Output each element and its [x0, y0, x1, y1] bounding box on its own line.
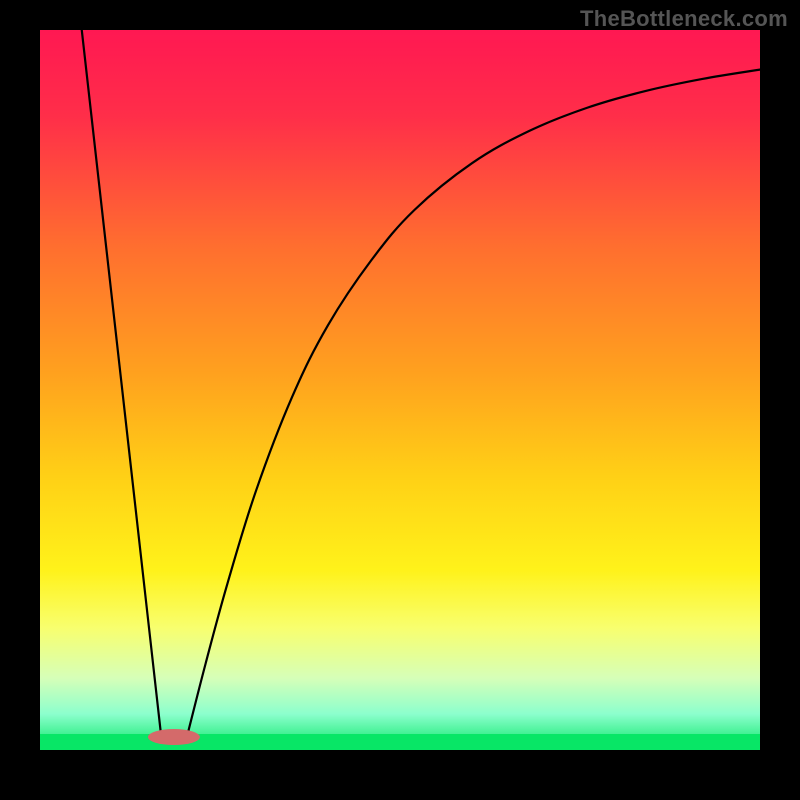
optimal-band — [40, 734, 760, 750]
bottleneck-chart — [0, 0, 800, 800]
plot-area — [40, 30, 760, 750]
chart-container: TheBottleneck.com — [0, 0, 800, 800]
watermark-text: TheBottleneck.com — [580, 6, 788, 32]
bottleneck-marker — [148, 729, 200, 745]
